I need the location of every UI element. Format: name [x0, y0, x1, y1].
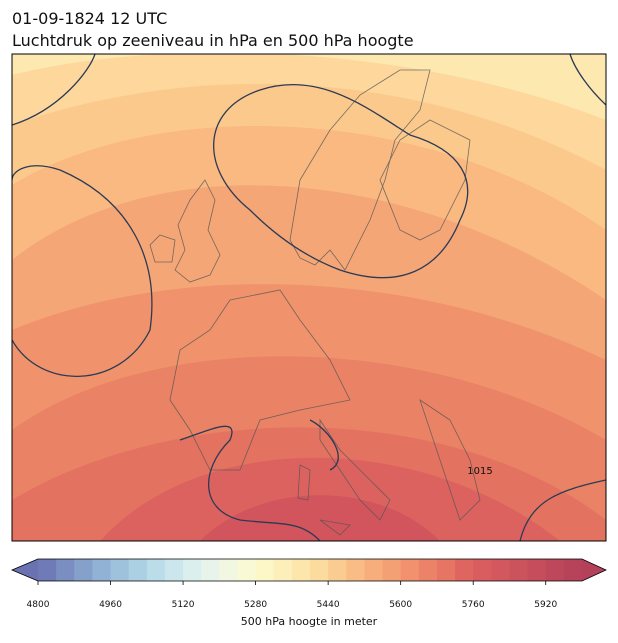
colorbar-outline [10, 558, 607, 582]
map-frame [11, 53, 607, 542]
colorbar-tick-label: 5920 [534, 600, 557, 610]
colorbar-bin [146, 559, 166, 581]
colorbar-bin [473, 559, 492, 581]
colorbar-bin [273, 559, 293, 581]
colorbar-bin [92, 559, 112, 581]
colorbar-bin [382, 559, 402, 581]
colorbar-bin [201, 559, 220, 581]
colorbar-bin [128, 559, 148, 581]
isobar-label: 1015 [467, 466, 492, 477]
colorbar-bin [291, 559, 311, 581]
colorbar-tick-label: 5440 [317, 600, 340, 610]
colorbar-bin [418, 559, 438, 581]
colorbar-bin [237, 559, 257, 581]
colorbar-bin [545, 559, 565, 581]
colorbar-bin [400, 559, 420, 581]
colorbar-bin [509, 559, 529, 581]
colorbar-bin [455, 559, 474, 581]
colorbar-bin [255, 559, 275, 581]
colorbar-tick-label: 4800 [27, 600, 50, 610]
map [12, 54, 606, 541]
colorbar-bin [183, 559, 202, 581]
colorbar-bin [436, 559, 456, 581]
colorbar-bin [527, 559, 547, 581]
colorbar-tick-label: 5760 [462, 600, 485, 610]
colorbar-bin [56, 559, 75, 581]
colorbar-bin [328, 559, 347, 581]
colorbar-tick-label: 5280 [244, 600, 267, 610]
colorbar-extend [582, 559, 606, 581]
colorbar-bin [164, 559, 184, 581]
colorbar-bin [364, 559, 384, 581]
colorbar-label: 500 hPa hoogte in meter [241, 615, 378, 628]
colorbar-bin [491, 559, 510, 581]
colorbar-tick-label: 4960 [99, 600, 122, 610]
isobars [12, 54, 606, 541]
title: 01-09-1824 12 UTC [12, 9, 167, 28]
colorbar-extend [12, 559, 38, 581]
subtitle: Luchtdruk op zeeniveau in hPa en 500 hPa… [12, 31, 414, 50]
colorbar-bin [219, 559, 238, 581]
colorbar-bin [110, 559, 130, 581]
colorbar: 4800 4960 5120 5280 5440 5600 5760 5920 [10, 558, 607, 610]
band [200, 495, 440, 541]
colorbar-bin [38, 559, 57, 581]
colorbar-tick-label: 5120 [172, 600, 195, 610]
colorbar-bin [346, 559, 365, 581]
coastlines [149, 69, 481, 536]
colorbar-bin [74, 559, 93, 581]
colorbar-bin [563, 559, 583, 581]
colorbar-bin [310, 559, 329, 581]
colorbar-tick-label: 5600 [389, 600, 412, 610]
